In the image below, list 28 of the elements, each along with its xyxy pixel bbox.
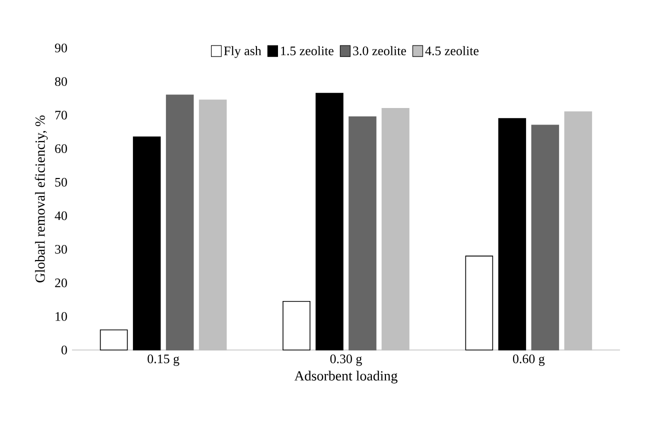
bar [316, 92, 344, 350]
bar [531, 124, 560, 350]
x-tick-label: 0.60 g [512, 354, 545, 366]
bar [132, 136, 161, 350]
x-axis-title: Adsorbent loading [294, 370, 398, 384]
y-tick-label: 70 [55, 110, 67, 120]
bar [100, 329, 128, 350]
legend-label: 1.5 zeolite [281, 46, 334, 56]
y-tick-label: 10 [56, 312, 67, 321]
y-tick-label: 20 [55, 278, 67, 288]
y-tick-label: 90 [54, 44, 67, 52]
y-tick-label: 50 [55, 178, 67, 187]
legend-label: Fly ash [224, 46, 262, 58]
bar [465, 256, 494, 350]
y-axis-title: Globarl removal eficienciy, % [34, 115, 48, 282]
bar [348, 116, 376, 350]
legend-label: 4.5 zeolite [425, 46, 479, 56]
x-tick-label: 0.30 g [330, 354, 362, 366]
y-tick-label: 60 [55, 144, 67, 154]
y-tick-label: 40 [54, 211, 67, 220]
legend-label: 3.0 zeolite [353, 46, 406, 56]
y-tick-label: 0 [62, 346, 67, 354]
y-tick-label: 30 [55, 244, 67, 254]
bar [498, 118, 526, 350]
bar [166, 94, 194, 350]
x-tick-label: 0.15 g [148, 354, 180, 366]
bar [282, 300, 310, 350]
y-tick-label: 80 [55, 77, 67, 86]
